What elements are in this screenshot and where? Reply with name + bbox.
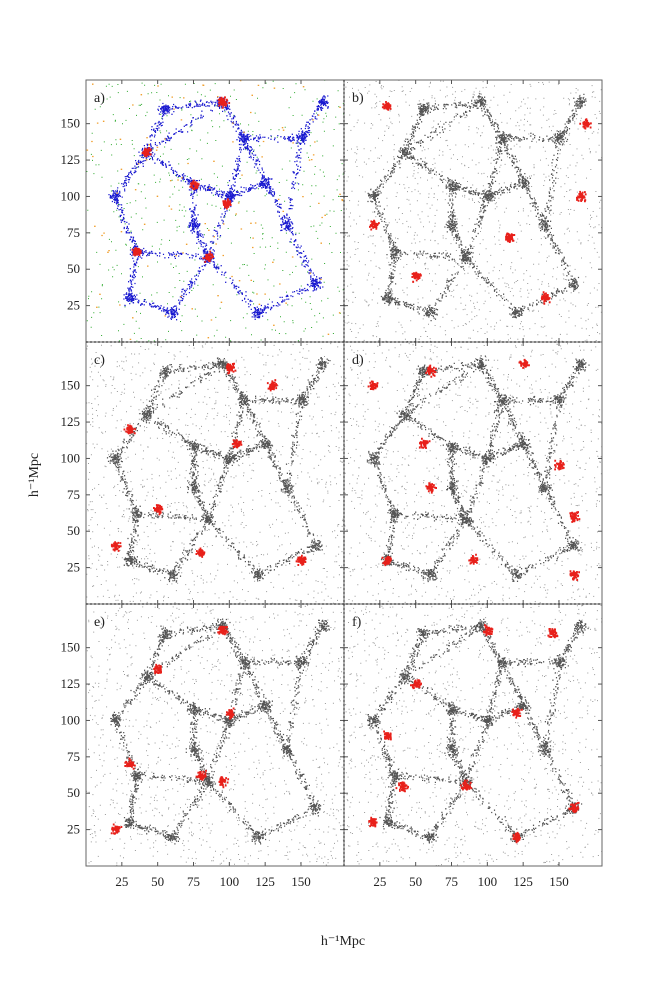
background-points [86, 604, 344, 866]
panel-label: e) [94, 615, 105, 630]
y-tick-label: 75 [67, 749, 80, 764]
background-points [344, 80, 602, 342]
y-tick-label: 50 [67, 785, 80, 800]
panel-b: b) [343, 79, 603, 343]
panel-points [86, 342, 344, 604]
panel-points [344, 604, 602, 866]
x-axis-label: h⁻¹Mpc [321, 934, 365, 949]
panel-frame [343, 79, 603, 343]
x-tick-label: 150 [549, 874, 569, 889]
y-tick-label: 150 [61, 378, 81, 393]
x-tick-labels: 25 50 75 100 125 150 25 50 75 100 125 150 [115, 874, 568, 889]
background-points [344, 604, 602, 866]
highlight-points [369, 101, 592, 305]
panel-c: c) [85, 341, 345, 605]
highlight-points [368, 624, 580, 844]
y-tick-label: 50 [67, 523, 80, 538]
panel-e: e) [85, 603, 345, 867]
y-tick-label: 25 [67, 822, 80, 837]
panel-frame [85, 603, 345, 867]
y-tick-label: 50 [67, 261, 80, 276]
x-tick-label: 25 [373, 874, 386, 889]
panel-points [344, 342, 602, 604]
panel-f: f) [343, 603, 603, 867]
x-tick-label: 100 [220, 874, 240, 889]
highlight-points [131, 96, 232, 263]
x-tick-label: 150 [291, 874, 311, 889]
y-tick-label: 125 [61, 152, 81, 167]
x-tick-label: 25 [115, 874, 128, 889]
panel-label: b) [352, 91, 364, 106]
panel-a: a) [85, 79, 345, 343]
y-tick-labels: 25 50 75 100 125 150 25 50 75 100 125 150 25 50 75 100 1… [61, 116, 81, 837]
panel-points [344, 80, 602, 342]
background-points [86, 80, 344, 342]
y-tick-label: 150 [61, 640, 81, 655]
background-points [344, 342, 602, 604]
highlight-points [367, 358, 581, 581]
highlight-points [110, 362, 307, 566]
y-tick-label: 75 [67, 487, 80, 502]
filament-points [106, 357, 331, 583]
panel-frame [343, 603, 603, 867]
highlight-points [110, 625, 235, 835]
filament-points [367, 618, 589, 844]
x-tick-label: 100 [478, 874, 498, 889]
background-points [86, 342, 344, 604]
y-tick-label: 75 [67, 225, 80, 240]
panel-points [86, 604, 344, 866]
filament-points [367, 93, 587, 322]
panel-label: f) [352, 615, 362, 630]
y-tick-label: 100 [61, 450, 81, 465]
filament-points [108, 95, 329, 321]
y-axis-label: h⁻¹Mpc [27, 453, 42, 497]
filament-points [110, 618, 330, 845]
y-tick-label: 125 [61, 414, 81, 429]
filament-points [366, 355, 590, 583]
x-tick-label: 75 [187, 874, 200, 889]
x-tick-label: 125 [255, 874, 275, 889]
y-tick-label: 100 [61, 712, 81, 727]
y-tick-label: 100 [61, 188, 81, 203]
x-tick-label: 75 [445, 874, 458, 889]
x-tick-label: 50 [409, 874, 422, 889]
panel-label: d) [352, 353, 364, 368]
panel-label: c) [94, 353, 105, 368]
y-tick-label: 150 [61, 116, 81, 131]
x-tick-label: 125 [513, 874, 533, 889]
y-tick-label: 25 [67, 298, 80, 313]
panel-d: d) [343, 341, 603, 605]
panel-points [86, 80, 344, 342]
panel-dividers [86, 80, 602, 866]
y-tick-label: 125 [61, 676, 81, 691]
void-points [86, 80, 344, 341]
y-tick-label: 25 [67, 560, 80, 575]
x-tick-label: 50 [151, 874, 164, 889]
panel-label: a) [94, 91, 105, 106]
